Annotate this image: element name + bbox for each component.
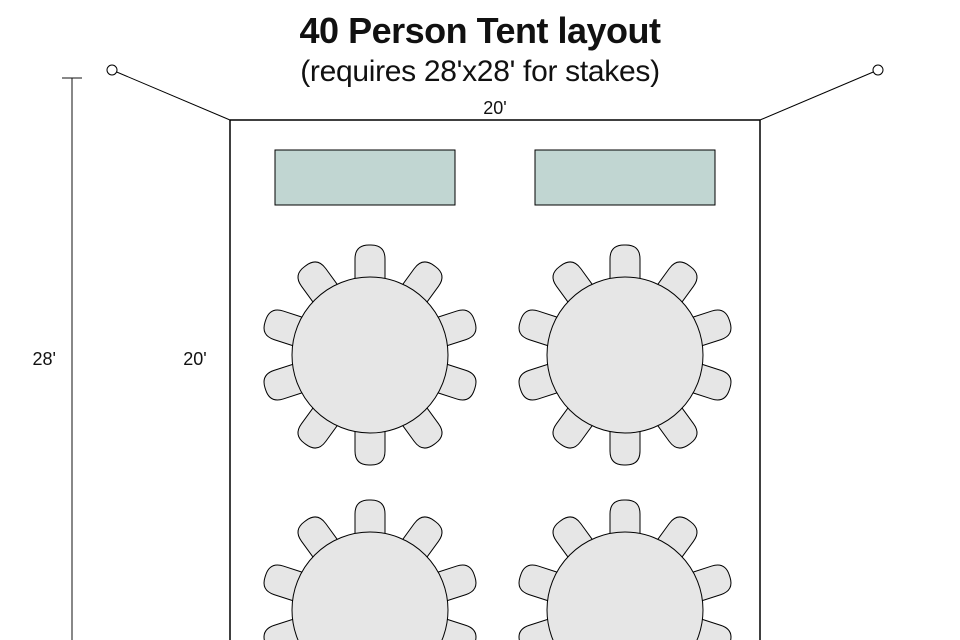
dim-label-outer-height: 28' (33, 349, 56, 369)
dim-label-tent-width: 20' (483, 98, 506, 118)
round-table-group (516, 245, 735, 465)
round-table-group (516, 500, 735, 640)
chair-icon (610, 245, 640, 281)
chair-icon (355, 245, 385, 281)
stake-anchor-icon (873, 65, 883, 75)
stake-line (760, 70, 878, 120)
chair-icon (355, 429, 385, 465)
round-table-group (261, 500, 480, 640)
dim-label-tent-height: 20' (183, 349, 206, 369)
round-table (292, 277, 448, 433)
round-table-group (261, 245, 480, 465)
layout-canvas: 28' 20' 20' (0, 0, 960, 640)
buffet-table (275, 150, 455, 205)
chair-icon (610, 500, 640, 536)
stake-line (112, 70, 230, 120)
chair-icon (355, 500, 385, 536)
diagram-stage: 40 Person Tent layout (requires 28'x28' … (0, 0, 960, 640)
buffet-table (535, 150, 715, 205)
round-table (547, 277, 703, 433)
stake-anchor-icon (107, 65, 117, 75)
chair-icon (610, 429, 640, 465)
